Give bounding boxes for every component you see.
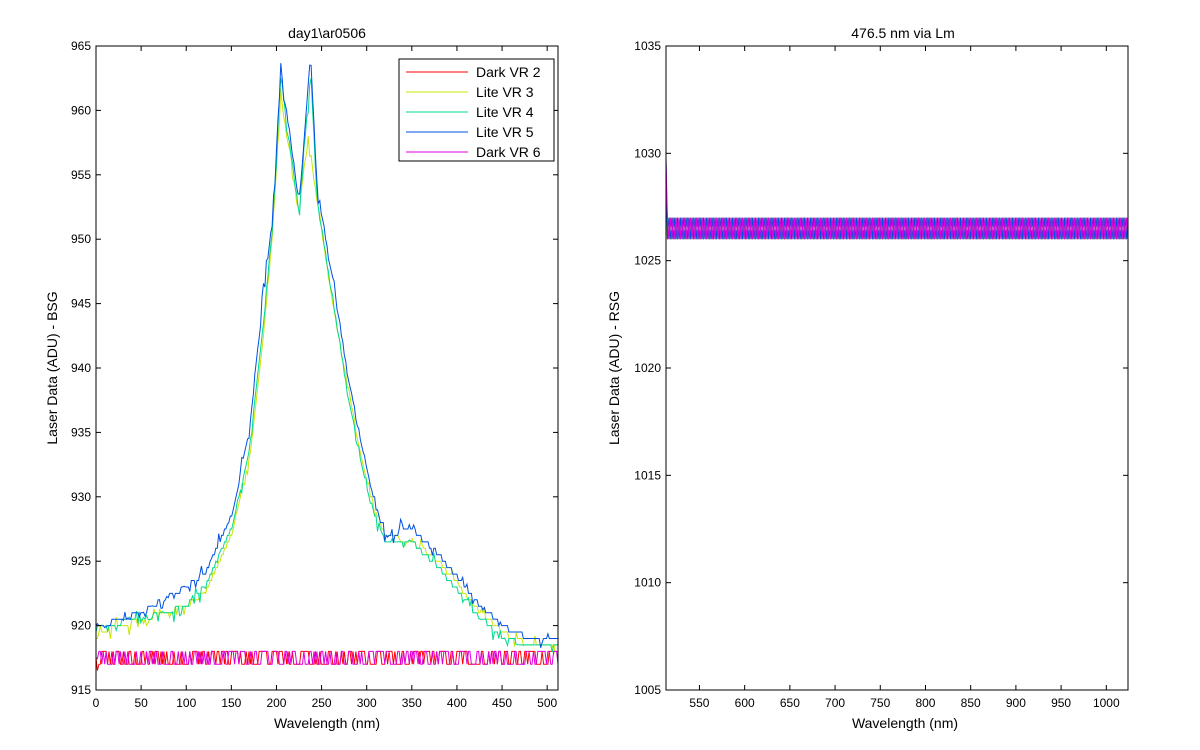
left-plot-y-tick-label: 940 [71, 361, 91, 375]
right-plot-x-tick-label: 600 [735, 696, 755, 710]
right-plot-x-tick-label: 950 [1051, 696, 1071, 710]
left-plot-y-tick-label: 960 [71, 103, 91, 117]
left-plot-y-tick-label: 935 [71, 425, 91, 439]
right-plot-data-lines [665, 157, 1129, 240]
left-plot-series-line-4 [95, 63, 558, 648]
right-plot-axes-box [665, 45, 1129, 691]
left-plot-y-tick-label: 950 [71, 232, 91, 246]
right-plot-y-tick-label: 1005 [634, 683, 661, 697]
legend: Dark VR 2 Lite VR 3 Lite VR 4 Lite VR 5 Dark… [398, 58, 555, 162]
left-plot-x-tick-label: 500 [537, 696, 557, 710]
legend-label-2: Lite VR 3 [476, 84, 534, 100]
legend-label-3: Lite VR 4 [476, 104, 534, 120]
left-plot-x-ticks: 0 50 100 150 200 250 300 350 400 450 500 [93, 46, 558, 710]
right-plot-y-tick-label: 1020 [634, 361, 661, 375]
legend-label-1: Dark VR 2 [476, 64, 541, 80]
left-plot-x-label: Wavelength (nm) [274, 715, 380, 731]
left-plot-y-tick-label: 925 [71, 554, 91, 568]
left-plot-x-tick-label: 150 [221, 696, 241, 710]
right-plot-x-tick-label: 750 [870, 696, 890, 710]
left-plot-x-tick-label: 250 [312, 696, 332, 710]
right-plot-x-tick-label: 700 [825, 696, 845, 710]
right-plot-title: 476.5 nm via Lm [851, 25, 955, 41]
right-plot-y-ticks: 1005 1010 1015 1020 1025 1030 1035 [634, 39, 1128, 697]
left-plot-x-tick-label: 200 [266, 696, 286, 710]
left-plot-y-tick-label: 955 [71, 168, 91, 182]
right-plot-series-line-4 [665, 157, 1129, 240]
right-plot: 476.5 nm via Lm 550 600 650 700 750 800 850 900… [606, 25, 1129, 731]
legend-box [398, 58, 555, 162]
left-plot: day1\ar0506 0 50 100 150 200 250 300 350 400 450 5… [44, 25, 559, 731]
right-plot-series-line-3 [665, 185, 1129, 240]
left-plot-x-tick-label: 50 [134, 696, 148, 710]
right-plot-x-label: Wavelength (nm) [852, 715, 958, 731]
left-plot-data-lines [95, 63, 559, 671]
right-plot-y-tick-label: 1010 [634, 576, 661, 590]
left-plot-x-tick-label: 350 [402, 696, 422, 710]
left-plot-x-tick-label: 0 [93, 696, 100, 710]
right-plot-y-tick-label: 1015 [634, 468, 661, 482]
right-plot-x-tick-label: 850 [961, 696, 981, 710]
left-plot-y-tick-label: 915 [71, 683, 91, 697]
right-plot-x-tick-label: 900 [1006, 696, 1026, 710]
right-plot-x-ticks: 550 600 650 700 750 800 850 900 950 1000 [689, 46, 1120, 710]
left-plot-y-ticks: 915 920 925 930 935 940 945 950 955 960 965 [71, 39, 558, 697]
right-plot-series-line-5 [665, 159, 1129, 240]
left-plot-y-tick-label: 930 [71, 490, 91, 504]
right-plot-y-tick-label: 1025 [634, 254, 661, 268]
left-plot-title: day1\ar0506 [288, 25, 366, 41]
left-plot-series-line-2 [96, 88, 559, 655]
left-plot-x-tick-label: 300 [357, 696, 377, 710]
left-plot-series-line-3 [95, 78, 558, 653]
legend-label-5: Dark VR 6 [476, 144, 541, 160]
left-plot-x-tick-label: 450 [492, 696, 512, 710]
right-plot-y-tick-label: 1035 [634, 39, 661, 53]
right-plot-x-tick-label: 650 [780, 696, 800, 710]
left-plot-y-tick-label: 920 [71, 619, 91, 633]
right-plot-x-tick-label: 1000 [1093, 696, 1120, 710]
left-plot-y-label: Laser Data (ADU) - BSG [44, 291, 60, 444]
left-plot-y-tick-label: 945 [71, 297, 91, 311]
left-plot-x-tick-label: 400 [447, 696, 467, 710]
left-plot-x-tick-label: 100 [176, 696, 196, 710]
left-plot-y-tick-label: 965 [71, 39, 91, 53]
right-plot-x-tick-label: 800 [915, 696, 935, 710]
left-plot-series-line-5 [95, 650, 559, 665]
legend-label-4: Lite VR 5 [476, 124, 534, 140]
right-plot-y-tick-label: 1030 [634, 146, 661, 160]
right-plot-y-label: Laser Data (ADU) - RSG [606, 291, 622, 445]
right-plot-x-tick-label: 550 [689, 696, 709, 710]
